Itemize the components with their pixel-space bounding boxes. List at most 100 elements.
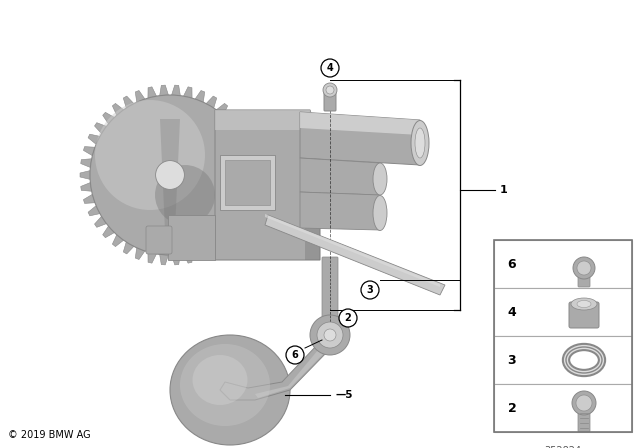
Polygon shape xyxy=(240,134,252,144)
Polygon shape xyxy=(124,96,134,108)
Polygon shape xyxy=(102,112,115,124)
Polygon shape xyxy=(225,226,237,237)
Polygon shape xyxy=(245,194,257,203)
Text: © 2019 BMW AG: © 2019 BMW AG xyxy=(8,430,91,440)
Polygon shape xyxy=(225,112,237,124)
Polygon shape xyxy=(215,110,320,260)
Text: 6: 6 xyxy=(508,258,516,271)
Ellipse shape xyxy=(577,301,591,307)
Text: —5: —5 xyxy=(335,390,353,400)
Polygon shape xyxy=(220,344,327,400)
Polygon shape xyxy=(265,214,440,287)
FancyBboxPatch shape xyxy=(494,288,632,336)
FancyBboxPatch shape xyxy=(494,336,632,384)
Circle shape xyxy=(339,309,357,327)
FancyBboxPatch shape xyxy=(578,402,590,432)
Polygon shape xyxy=(80,171,90,179)
Polygon shape xyxy=(113,103,124,115)
Polygon shape xyxy=(300,192,380,230)
Polygon shape xyxy=(300,112,420,135)
Circle shape xyxy=(576,395,592,411)
Circle shape xyxy=(310,315,350,355)
Polygon shape xyxy=(172,85,180,96)
Polygon shape xyxy=(81,182,92,191)
Text: 3: 3 xyxy=(367,285,373,295)
Polygon shape xyxy=(215,110,315,130)
Text: 2: 2 xyxy=(508,401,516,414)
Polygon shape xyxy=(245,146,257,155)
FancyBboxPatch shape xyxy=(225,160,270,205)
Polygon shape xyxy=(148,252,157,263)
Polygon shape xyxy=(81,159,92,168)
Polygon shape xyxy=(234,123,246,134)
Polygon shape xyxy=(234,216,246,227)
Text: 4: 4 xyxy=(326,63,333,73)
Polygon shape xyxy=(172,254,180,265)
FancyBboxPatch shape xyxy=(146,226,172,254)
Circle shape xyxy=(326,86,334,94)
Polygon shape xyxy=(300,112,420,165)
Text: 352824: 352824 xyxy=(545,446,582,448)
Polygon shape xyxy=(88,134,100,144)
FancyBboxPatch shape xyxy=(324,89,336,111)
Polygon shape xyxy=(159,85,168,96)
FancyBboxPatch shape xyxy=(220,155,275,210)
Polygon shape xyxy=(148,87,157,98)
Text: 2: 2 xyxy=(344,313,351,323)
Polygon shape xyxy=(216,103,228,115)
Polygon shape xyxy=(184,252,192,263)
Ellipse shape xyxy=(170,335,290,445)
Ellipse shape xyxy=(415,128,425,158)
Circle shape xyxy=(324,329,336,341)
Circle shape xyxy=(361,281,379,299)
Polygon shape xyxy=(255,344,327,398)
Ellipse shape xyxy=(373,195,387,231)
Circle shape xyxy=(95,100,205,210)
Text: 6: 6 xyxy=(292,350,298,360)
Polygon shape xyxy=(240,206,252,216)
Circle shape xyxy=(156,160,184,190)
Polygon shape xyxy=(206,96,217,108)
Polygon shape xyxy=(83,194,95,203)
Polygon shape xyxy=(124,242,134,254)
Polygon shape xyxy=(265,215,445,295)
Polygon shape xyxy=(95,216,106,227)
Circle shape xyxy=(573,257,595,279)
Polygon shape xyxy=(83,146,95,155)
Text: 1: 1 xyxy=(500,185,508,195)
FancyBboxPatch shape xyxy=(494,240,632,288)
FancyBboxPatch shape xyxy=(569,302,599,328)
Polygon shape xyxy=(248,182,259,191)
Circle shape xyxy=(572,391,596,415)
Polygon shape xyxy=(88,206,100,216)
Polygon shape xyxy=(95,123,106,134)
Circle shape xyxy=(321,59,339,77)
Ellipse shape xyxy=(411,121,429,165)
Polygon shape xyxy=(300,158,380,195)
FancyBboxPatch shape xyxy=(578,267,590,287)
Ellipse shape xyxy=(180,344,270,426)
Circle shape xyxy=(577,261,591,275)
Ellipse shape xyxy=(373,163,387,195)
Polygon shape xyxy=(248,159,259,168)
Polygon shape xyxy=(102,226,115,237)
Polygon shape xyxy=(206,242,217,254)
Polygon shape xyxy=(135,248,145,259)
Ellipse shape xyxy=(193,355,248,405)
Text: 3: 3 xyxy=(508,353,516,366)
Circle shape xyxy=(286,346,304,364)
Polygon shape xyxy=(250,171,260,179)
Ellipse shape xyxy=(571,298,597,310)
Circle shape xyxy=(317,322,343,348)
Polygon shape xyxy=(184,87,192,98)
Polygon shape xyxy=(168,215,215,260)
Text: 4: 4 xyxy=(508,306,516,319)
Circle shape xyxy=(155,165,215,225)
Polygon shape xyxy=(160,119,180,231)
FancyBboxPatch shape xyxy=(322,257,338,324)
Polygon shape xyxy=(113,235,124,246)
Polygon shape xyxy=(305,115,320,260)
Polygon shape xyxy=(195,90,205,102)
Circle shape xyxy=(323,83,337,97)
Circle shape xyxy=(90,95,250,255)
